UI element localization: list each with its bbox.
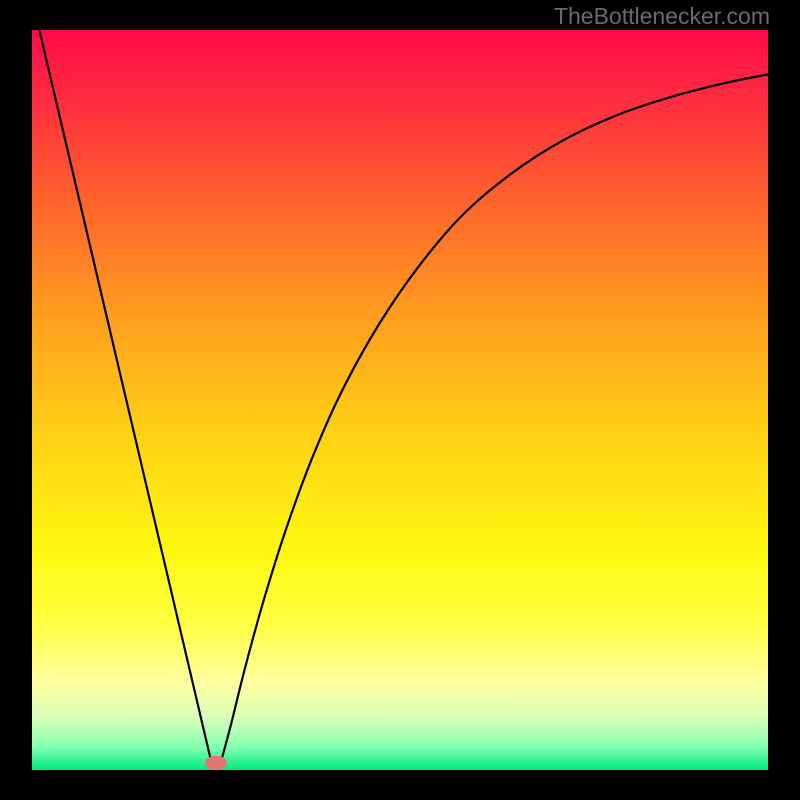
watermark-text: TheBottlenecker.com [554, 3, 770, 30]
plot-area [32, 30, 768, 770]
curve-svg [32, 30, 768, 770]
curve-path [39, 30, 768, 766]
minimum-marker [205, 756, 227, 770]
chart-container: TheBottlenecker.com [0, 0, 800, 800]
